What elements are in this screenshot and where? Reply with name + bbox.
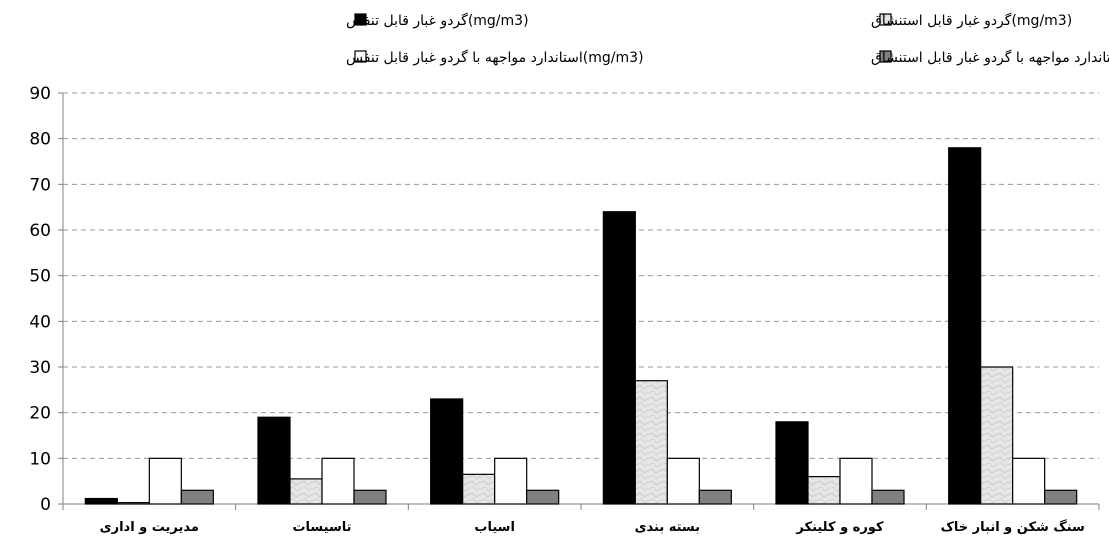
y-tick-label: 40 — [29, 312, 51, 332]
y-tick-label: 80 — [29, 130, 51, 150]
x-category-label: اسیاب — [474, 520, 515, 535]
bar-series-4 — [698, 489, 732, 505]
x-category-label: کوره و کلینکر — [795, 520, 884, 535]
bar-series-2 — [980, 366, 1014, 505]
x-category-label: مدیریت و اداری — [100, 520, 199, 535]
legend-swatch — [879, 13, 892, 26]
bars — [84, 147, 1078, 505]
bar-series-2 — [462, 473, 496, 505]
bar-series-3 — [1012, 457, 1046, 505]
legend-swatch — [354, 13, 367, 26]
x-category-label: تاسیسات — [292, 520, 351, 535]
y-tick-label: 70 — [29, 175, 51, 195]
x-category-label: بسته بندی — [635, 520, 700, 535]
y-tick-label: 20 — [29, 404, 51, 424]
bar-series-4 — [526, 489, 560, 505]
bar-series-2 — [634, 380, 668, 505]
legend-swatch — [879, 50, 892, 63]
bar-series-1 — [775, 421, 809, 505]
bar-series-2 — [116, 502, 150, 505]
bar-series-4 — [871, 489, 905, 505]
bar-series-1 — [257, 416, 291, 505]
bar-series-4 — [1044, 489, 1078, 505]
y-tick-label: 10 — [29, 449, 51, 469]
y-tick-label: 90 — [29, 84, 51, 104]
legend-label: (mg/m3)گردو غبار قابل تنفس — [346, 12, 529, 29]
bar-series-3 — [148, 457, 182, 505]
bar-series-3 — [839, 457, 873, 505]
bar-series-1 — [948, 147, 982, 505]
bar-series-1 — [84, 497, 118, 505]
bar-series-4 — [180, 489, 214, 505]
axes: 0 10 20 30 40 50 60 70 80 90 سنگ شکن و انبار خاک کو… — [29, 84, 1100, 535]
y-tick-label: 60 — [29, 221, 51, 241]
bar-series-3 — [321, 457, 355, 505]
bar-series-1 — [430, 398, 464, 505]
legend-swatch — [354, 50, 367, 63]
bar-series-4 — [353, 489, 387, 505]
legend-label: (mg/m3)استاندارد مواجهه با گردو غبار قاب… — [871, 49, 1109, 66]
bar-series-3 — [666, 457, 700, 505]
y-tick-label: 50 — [29, 267, 51, 287]
legend-label: (mg/m3)استاندارد مواجهه با گردو غبار قاب… — [346, 49, 644, 66]
bar-series-2 — [807, 476, 841, 505]
y-tick-label: 0 — [40, 495, 51, 515]
legend: (mg/m3)گردو غبار قابل تنفس (mg/m3)گردو غب… — [346, 12, 1109, 66]
bar-series-1 — [602, 211, 636, 505]
gridlines — [63, 92, 1099, 459]
bar-series-3 — [494, 457, 528, 505]
x-category-label: سنگ شکن و انبار خاک — [941, 519, 1085, 535]
bar-series-2 — [289, 478, 323, 505]
legend-label: (mg/m3)گردو غبار قابل استنشاق — [871, 12, 1072, 29]
y-tick-label: 30 — [29, 358, 51, 378]
